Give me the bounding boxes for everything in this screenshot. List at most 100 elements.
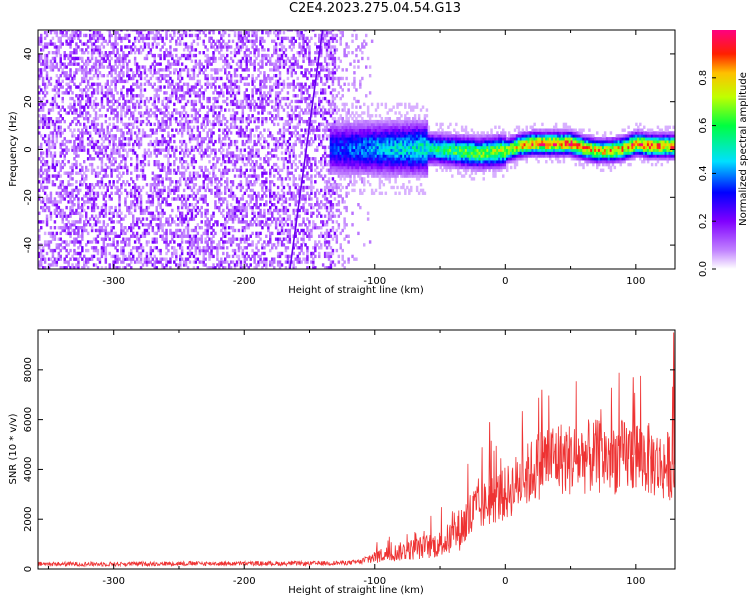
heatmap-cell (88, 102, 92, 107)
heatmap-cell (71, 183, 74, 187)
heatmap-cell (278, 71, 282, 75)
heatmap-cell (261, 62, 264, 66)
heatmap-cell (145, 74, 149, 78)
heatmap-cell (180, 211, 184, 215)
heatmap-cell (237, 88, 241, 92)
heatmap-cell (282, 79, 286, 84)
heatmap-cell (94, 191, 98, 195)
heatmap-cell (38, 91, 41, 95)
heatmap-cell (77, 266, 80, 269)
heatmap-cell (180, 214, 184, 218)
heatmap-cell (139, 111, 143, 115)
heatmap-cell (177, 228, 180, 233)
heatmap-cell (255, 117, 258, 121)
heatmap-cell (298, 111, 301, 115)
heatmap-cell (229, 30, 233, 32)
heatmap-cell (157, 183, 160, 187)
heatmap-cell (143, 131, 147, 135)
heatmap-cell (55, 82, 59, 86)
heatmap-cell (226, 131, 229, 135)
heatmap-cell (88, 30, 92, 32)
heatmap-cell (188, 88, 192, 92)
heatmap-cell (147, 33, 151, 38)
heatmap-cell (216, 71, 219, 75)
heatmap-cell (53, 174, 57, 178)
heatmap-cell (126, 99, 129, 104)
heatmap-cell (83, 180, 86, 184)
heatmap-cell (263, 94, 266, 98)
heatmap-cell (180, 234, 184, 238)
heatmap-cell (94, 102, 98, 107)
heatmap-cell (88, 68, 92, 72)
heatmap-cell (294, 257, 297, 261)
heatmap-cell (132, 76, 135, 81)
heatmap-cell (175, 263, 178, 267)
heatmap-cell (273, 68, 276, 72)
heatmap-cell (61, 105, 64, 109)
heatmap-cell (63, 223, 66, 227)
heatmap-cell (173, 31, 176, 35)
heatmap-cell (55, 85, 59, 89)
heatmap-cell (165, 240, 168, 244)
heatmap-cell (43, 102, 47, 107)
heatmap-cell (43, 168, 47, 172)
heatmap-cell (206, 203, 209, 207)
heatmap-cell (265, 266, 268, 269)
heatmap-cell (226, 91, 229, 95)
heatmap-cell (88, 197, 92, 201)
heatmap-cell (233, 94, 237, 98)
heatmap-cell (190, 145, 194, 150)
heatmap-cell (261, 197, 264, 201)
heatmap-cell (67, 263, 70, 267)
heatmap-cell (208, 145, 211, 150)
heatmap-cell (53, 31, 57, 35)
heatmap-cell (263, 48, 266, 52)
heatmap-cell (61, 117, 64, 121)
heatmap-cell (81, 51, 84, 55)
heatmap-cell (120, 246, 123, 250)
heatmap-cell (229, 56, 233, 61)
heatmap-cell (276, 96, 280, 101)
heatmap-cell (274, 217, 278, 221)
heatmap-cell (38, 194, 41, 198)
heatmap-cell (59, 151, 62, 155)
heatmap-cell (274, 246, 278, 250)
heatmap-cell (239, 79, 243, 84)
heatmap-cell (269, 240, 272, 244)
heatmap-cell (235, 208, 239, 213)
heatmap-cell (282, 205, 286, 210)
heatmap-cell (188, 151, 192, 155)
heatmap-cell (153, 177, 156, 181)
heatmap-cell (192, 240, 196, 244)
heatmap-cell (255, 231, 258, 236)
heatmap-cell (77, 220, 80, 224)
heatmap-cell (98, 71, 102, 75)
heatmap-cell (145, 251, 149, 256)
heatmap-cell (61, 79, 64, 84)
heatmap-cell (69, 102, 72, 107)
heatmap-cell (81, 88, 84, 92)
heatmap-cell (118, 62, 121, 66)
heatmap-cell (135, 197, 139, 201)
heatmap-cell (196, 240, 200, 244)
heatmap-cell (251, 160, 254, 164)
heatmap-cell (237, 183, 241, 187)
heatmap-cell (143, 56, 147, 61)
heatmap-cell (173, 33, 176, 38)
heatmap-cell (83, 68, 86, 72)
heatmap-cell (290, 114, 294, 118)
heatmap-cell (143, 148, 147, 152)
heatmap-cell (132, 142, 135, 147)
heatmap-cell (290, 117, 294, 121)
heatmap-cell (57, 174, 61, 178)
heatmap-cell (79, 205, 82, 210)
heatmap-cell (190, 228, 194, 233)
heatmap-cell (94, 197, 98, 201)
heatmap-cell (247, 160, 250, 164)
heatmap-cell (133, 39, 137, 43)
heatmap-cell (106, 56, 109, 61)
heatmap-cell (167, 165, 170, 170)
heatmap-cell (243, 134, 247, 138)
heatmap-cell (298, 208, 301, 213)
heatmap-cell (278, 168, 282, 172)
